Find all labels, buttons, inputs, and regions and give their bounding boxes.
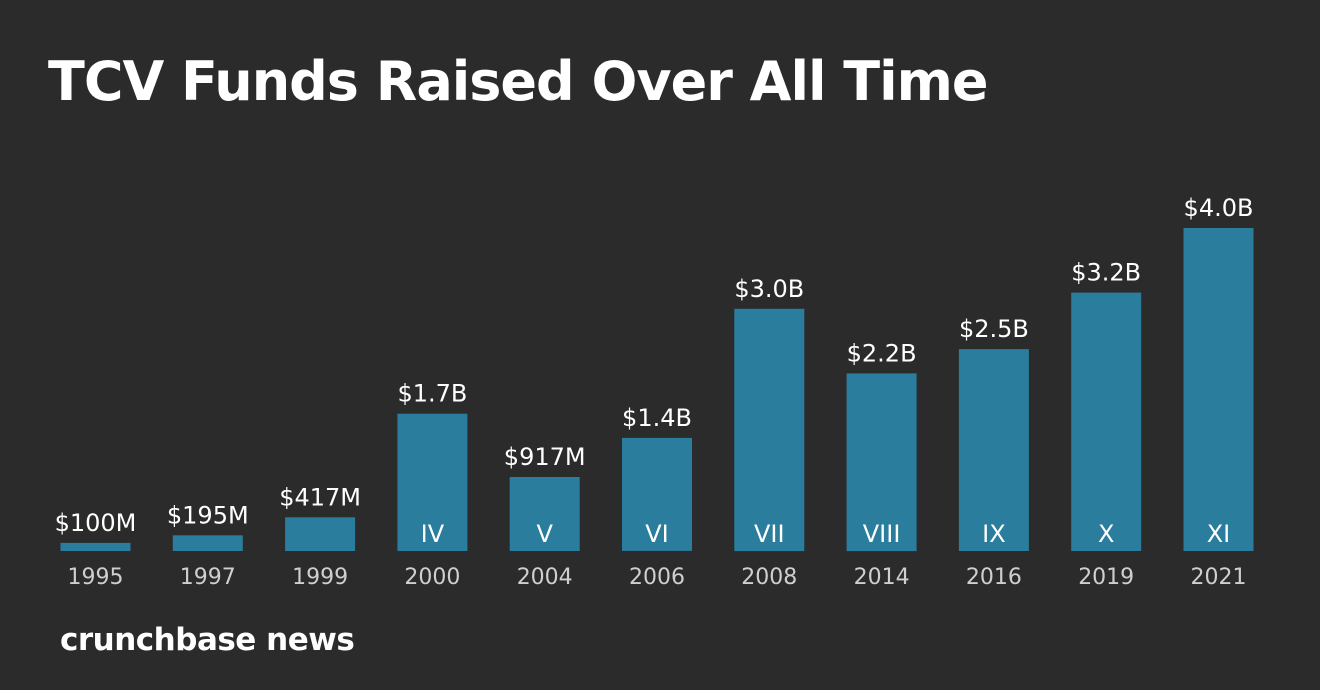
value-label-2016: $2.5B <box>959 315 1029 343</box>
fund-label-2014: VIII <box>863 520 901 548</box>
x-tick-1999: 1999 <box>292 565 348 590</box>
bar-2008 <box>734 308 805 552</box>
x-tick-2008: 2008 <box>741 565 797 590</box>
fund-label-2021: XI <box>1207 520 1231 548</box>
bar-1999 <box>285 517 356 551</box>
fund-label-2016: IX <box>982 520 1006 548</box>
value-label-1997: $195M <box>167 501 249 529</box>
fund-label-2019: X <box>1098 520 1114 548</box>
x-tick-2019: 2019 <box>1078 565 1134 590</box>
x-tick-2021: 2021 <box>1191 565 1247 590</box>
bar-2021 <box>1183 228 1254 551</box>
bar-2019 <box>1071 292 1142 551</box>
value-label-2019: $3.2B <box>1071 259 1141 287</box>
bar-2006 <box>622 437 692 551</box>
fund-label-2006: VI <box>645 520 669 548</box>
value-label-2000: $1.7B <box>397 380 467 408</box>
x-tick-2004: 2004 <box>517 565 573 590</box>
chart-title: TCV Funds Raised Over All Time <box>48 50 988 113</box>
value-label-2014: $2.2B <box>847 339 917 367</box>
x-tick-2006: 2006 <box>629 565 685 590</box>
bar-1995 <box>60 542 131 551</box>
bar-1997 <box>172 535 243 551</box>
fund-label-2000: IV <box>421 520 445 548</box>
bar-2016 <box>958 349 1029 551</box>
x-tick-1997: 1997 <box>180 565 236 590</box>
value-label-2008: $3.0B <box>734 275 804 303</box>
value-label-2006: $1.4B <box>622 404 692 432</box>
value-label-1999: $417M <box>279 483 361 511</box>
bar-2000 <box>397 413 468 551</box>
x-tick-2016: 2016 <box>966 565 1022 590</box>
value-label-2004: $917M <box>504 443 586 471</box>
brand-logo-text: crunchbase news <box>60 622 355 658</box>
x-tick-2000: 2000 <box>404 565 460 590</box>
fund-label-2008: VII <box>754 520 785 548</box>
bar-2014 <box>846 373 917 552</box>
x-tick-2014: 2014 <box>854 565 910 590</box>
fund-label-2004: V <box>536 520 553 548</box>
bar-2004 <box>509 477 580 551</box>
value-label-2021: $4.0B <box>1184 194 1254 222</box>
x-tick-1995: 1995 <box>68 565 124 590</box>
value-label-1995: $100M <box>55 509 137 537</box>
